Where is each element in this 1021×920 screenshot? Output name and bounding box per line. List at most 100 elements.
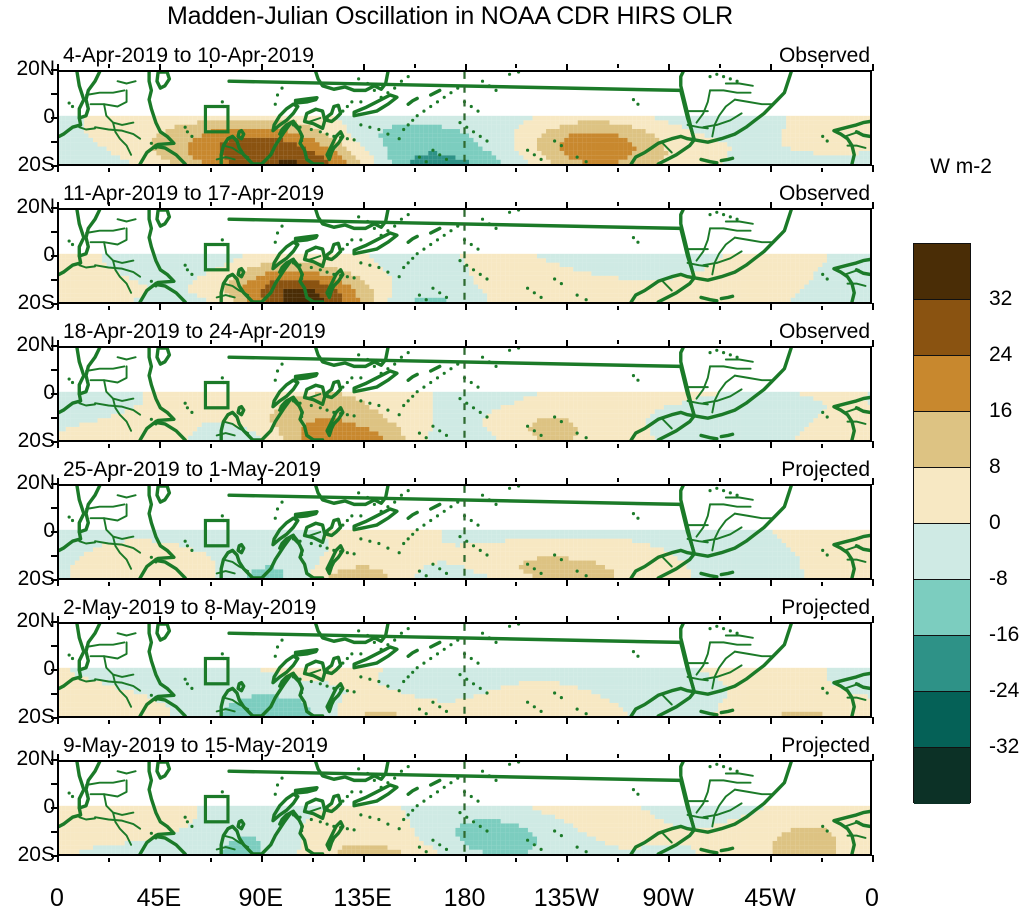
panel-header: 11-Apr-2019 to 17-Apr-2019 Observed	[57, 182, 872, 208]
colorbar-tick-label: 8	[989, 455, 1001, 479]
olr-anomaly-field	[59, 348, 870, 440]
x-tick-marks	[57, 202, 874, 210]
colorbar-band	[914, 580, 970, 636]
colorbar-band	[914, 692, 970, 748]
panel-header: 9-May-2019 to 15-May-2019 Projected	[57, 734, 872, 760]
x-tick-label: 90E	[239, 884, 283, 913]
y-tick-label: 20S	[5, 291, 55, 315]
olr-anomaly-field	[59, 624, 870, 716]
panel-date-range: 9-May-2019 to 15-May-2019	[63, 734, 328, 758]
x-tick-label: 135E	[333, 884, 391, 913]
x-tick-marks	[57, 855, 874, 863]
y-tick-label: 0	[5, 243, 55, 267]
y-tick-label: 20N	[5, 195, 55, 219]
x-tick-label: 135W	[534, 884, 599, 913]
y-tick-label: 0	[5, 657, 55, 681]
x-tick-label: 0	[865, 884, 879, 913]
panel-status-label: Observed	[779, 182, 870, 206]
x-tick-marks	[57, 717, 874, 725]
panel-date-range: 2-May-2019 to 8-May-2019	[63, 596, 316, 620]
colorbar-band	[914, 524, 970, 580]
map-plot-area	[57, 760, 872, 856]
colorbar-tick-labels: 32 24 16 8 0 -8 -16 -24 -32	[975, 243, 1021, 803]
y-tick-marks	[51, 483, 58, 581]
y-tick-label: 0	[5, 795, 55, 819]
x-tick-label: 45E	[137, 884, 181, 913]
olr-anomaly-field	[59, 210, 870, 302]
colorbar-band	[914, 300, 970, 356]
colorbar-tick-label: 24	[989, 343, 1012, 367]
y-axis: 20N 0 20S	[0, 471, 55, 590]
y-tick-label: 0	[5, 105, 55, 129]
colorbar-tick-label: 32	[989, 287, 1012, 311]
colorbar-tick-label: 16	[989, 399, 1012, 423]
x-tick-label: 0	[50, 884, 64, 913]
y-tick-label: 20S	[5, 153, 55, 177]
y-tick-label: 20N	[5, 57, 55, 81]
x-tick-marks	[57, 340, 874, 348]
colorbar-band	[914, 748, 970, 804]
y-tick-marks	[51, 759, 58, 857]
x-axis-labels: 0 45E 90E 135E 180 135W 90W 45W 0	[0, 884, 1021, 918]
panel-header: 25-Apr-2019 to 1-May-2019 Projected	[57, 458, 872, 484]
olr-anomaly-field	[59, 72, 870, 164]
y-tick-label: 20N	[5, 609, 55, 633]
x-tick-marks	[57, 165, 874, 173]
colorbar-band	[914, 412, 970, 468]
colorbar	[913, 243, 971, 804]
panel-status-label: Projected	[781, 458, 870, 482]
panel-header: 4-Apr-2019 to 10-Apr-2019 Observed	[57, 44, 872, 70]
colorbar-band	[914, 636, 970, 692]
x-tick-label: 90W	[643, 884, 694, 913]
y-axis: 20N 0 20S	[0, 195, 55, 314]
map-plot-area	[57, 70, 872, 166]
y-tick-label: 20S	[5, 843, 55, 867]
y-tick-label: 20N	[5, 747, 55, 771]
map-plot-area	[57, 346, 872, 442]
colorbar-band	[914, 244, 970, 300]
x-tick-marks	[57, 64, 874, 72]
colorbar-band	[914, 356, 970, 412]
x-tick-marks	[57, 579, 874, 587]
olr-anomaly-field	[59, 486, 870, 578]
y-tick-label: 0	[5, 381, 55, 405]
y-tick-marks	[51, 69, 58, 167]
y-tick-label: 20S	[5, 429, 55, 453]
panel-date-range: 18-Apr-2019 to 24-Apr-2019	[63, 320, 326, 344]
panel-status-label: Observed	[779, 320, 870, 344]
panel-date-range: 4-Apr-2019 to 10-Apr-2019	[63, 44, 314, 68]
y-tick-label: 20N	[5, 333, 55, 357]
panel-header: 2-May-2019 to 8-May-2019 Projected	[57, 596, 872, 622]
colorbar-units-label: W m-2	[901, 155, 1021, 179]
colorbar-tick-label: 0	[989, 511, 1001, 535]
x-tick-marks	[57, 754, 874, 762]
map-plot-area	[57, 622, 872, 718]
panel-header: 18-Apr-2019 to 24-Apr-2019 Observed	[57, 320, 872, 346]
colorbar-tick-label: -24	[989, 679, 1019, 703]
panel-status-label: Projected	[781, 734, 870, 758]
x-tick-marks	[57, 441, 874, 449]
x-tick-label: 180	[444, 884, 486, 913]
y-tick-marks	[51, 621, 58, 719]
map-plot-area	[57, 208, 872, 304]
colorbar-tick-label: -8	[989, 567, 1008, 591]
x-tick-marks	[57, 303, 874, 311]
panel-status-label: Observed	[779, 44, 870, 68]
y-axis: 20N 0 20S	[0, 609, 55, 728]
y-axis: 20N 0 20S	[0, 747, 55, 866]
y-tick-label: 20S	[5, 567, 55, 591]
colorbar-tick-label: -32	[989, 735, 1019, 759]
y-tick-marks	[51, 207, 58, 305]
panel-date-range: 25-Apr-2019 to 1-May-2019	[63, 458, 321, 482]
y-tick-label: 20N	[5, 471, 55, 495]
y-tick-label: 0	[5, 519, 55, 543]
y-axis: 20N 0 20S	[0, 57, 55, 176]
page-title: Madden-Julian Oscillation in NOAA CDR HI…	[0, 2, 900, 31]
colorbar-band	[914, 468, 970, 524]
y-tick-label: 20S	[5, 705, 55, 729]
map-plot-area	[57, 484, 872, 580]
olr-anomaly-field	[59, 762, 870, 854]
colorbar-tick-label: -16	[989, 623, 1019, 647]
x-tick-marks	[57, 616, 874, 624]
